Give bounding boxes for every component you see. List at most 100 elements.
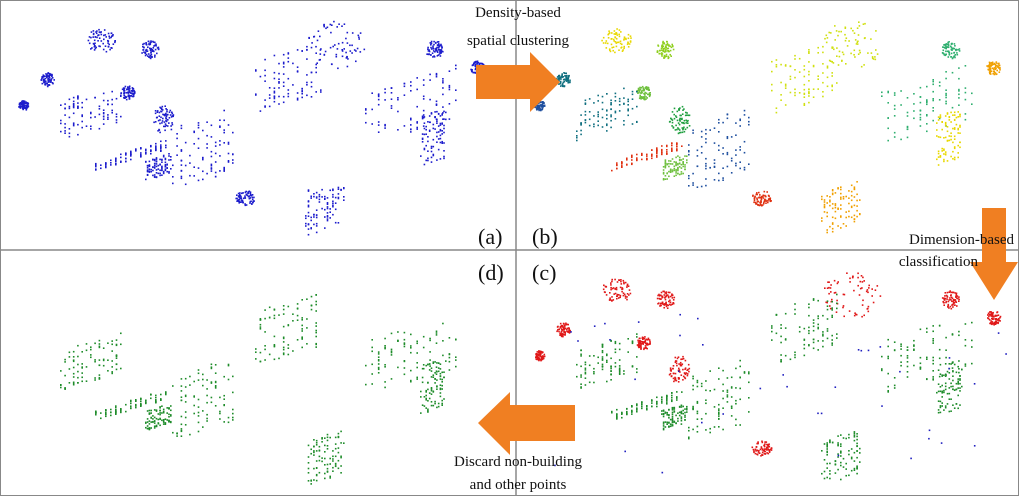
point bbox=[943, 375, 945, 377]
point bbox=[181, 176, 183, 178]
point bbox=[613, 40, 615, 42]
point bbox=[735, 419, 737, 421]
point bbox=[609, 339, 611, 341]
point bbox=[154, 56, 156, 58]
point bbox=[580, 383, 582, 385]
point bbox=[560, 78, 562, 80]
point bbox=[169, 117, 171, 119]
point bbox=[626, 413, 628, 415]
point bbox=[94, 116, 96, 118]
point bbox=[198, 125, 200, 127]
point bbox=[351, 52, 353, 54]
point bbox=[826, 302, 828, 304]
point bbox=[625, 295, 627, 297]
point bbox=[952, 371, 954, 373]
point bbox=[771, 84, 773, 86]
point bbox=[585, 384, 587, 386]
point bbox=[602, 117, 604, 119]
point bbox=[718, 173, 720, 175]
point bbox=[626, 411, 628, 413]
point bbox=[440, 142, 442, 144]
point bbox=[786, 386, 788, 388]
point bbox=[945, 78, 947, 80]
point bbox=[297, 98, 299, 100]
point bbox=[443, 125, 445, 127]
point bbox=[671, 44, 673, 46]
point bbox=[660, 298, 662, 300]
point bbox=[867, 289, 869, 291]
point bbox=[938, 153, 940, 155]
point bbox=[932, 98, 934, 100]
point bbox=[442, 355, 444, 357]
point bbox=[664, 51, 666, 53]
point bbox=[626, 408, 628, 410]
point bbox=[242, 202, 244, 204]
point bbox=[954, 112, 956, 114]
point bbox=[697, 382, 699, 384]
point bbox=[73, 351, 75, 353]
point bbox=[621, 291, 623, 293]
point bbox=[679, 415, 681, 417]
point bbox=[675, 115, 677, 117]
point bbox=[128, 92, 130, 94]
point bbox=[913, 365, 915, 367]
point bbox=[945, 375, 947, 377]
point bbox=[145, 149, 147, 151]
point bbox=[631, 157, 633, 159]
point bbox=[668, 160, 670, 162]
point bbox=[165, 125, 167, 127]
point bbox=[950, 383, 952, 385]
point bbox=[920, 125, 922, 127]
point bbox=[198, 373, 200, 375]
point bbox=[701, 386, 703, 388]
point bbox=[541, 106, 543, 108]
point bbox=[610, 51, 612, 53]
point bbox=[949, 117, 951, 119]
point bbox=[660, 295, 662, 297]
point bbox=[615, 100, 617, 102]
point bbox=[990, 322, 992, 324]
point bbox=[566, 79, 568, 81]
point bbox=[671, 125, 673, 127]
point bbox=[974, 383, 976, 385]
point bbox=[181, 400, 183, 402]
point bbox=[671, 399, 673, 401]
point bbox=[427, 48, 429, 50]
point bbox=[308, 480, 310, 482]
point bbox=[560, 333, 562, 335]
point bbox=[391, 352, 393, 354]
point bbox=[429, 392, 431, 394]
point bbox=[332, 46, 334, 48]
point bbox=[149, 420, 151, 422]
point bbox=[100, 168, 102, 170]
point bbox=[945, 93, 947, 95]
point bbox=[316, 232, 318, 234]
point bbox=[959, 379, 961, 381]
point bbox=[949, 378, 951, 380]
point bbox=[848, 454, 850, 456]
point bbox=[856, 439, 858, 441]
point bbox=[48, 76, 50, 78]
point bbox=[692, 389, 694, 391]
point bbox=[685, 115, 687, 117]
point bbox=[156, 166, 158, 168]
point bbox=[656, 151, 658, 153]
point bbox=[938, 383, 940, 385]
point bbox=[839, 56, 841, 58]
point bbox=[839, 51, 841, 53]
point bbox=[278, 96, 280, 98]
point bbox=[867, 308, 869, 310]
point bbox=[680, 132, 682, 134]
point bbox=[988, 316, 990, 318]
point bbox=[854, 460, 856, 462]
point bbox=[274, 98, 276, 100]
point bbox=[156, 176, 158, 178]
point bbox=[668, 50, 670, 52]
point bbox=[846, 272, 848, 274]
point bbox=[794, 89, 796, 91]
point bbox=[135, 399, 137, 401]
point bbox=[297, 66, 299, 68]
point bbox=[765, 200, 767, 202]
point bbox=[425, 133, 427, 135]
point bbox=[645, 347, 647, 349]
